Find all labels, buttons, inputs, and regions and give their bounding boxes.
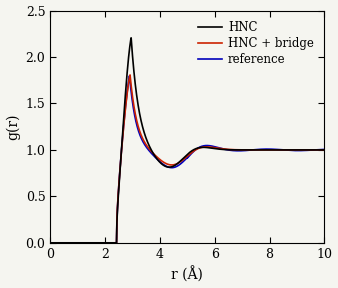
HNC [96, 241, 100, 245]
HNC + bridge [165, 162, 169, 166]
Y-axis label: g(r): g(r) [5, 113, 20, 140]
X-axis label: r (Å): r (Å) [171, 266, 203, 283]
Line: reference: reference [50, 76, 324, 243]
HNC [317, 148, 321, 152]
Line: HNC: HNC [50, 38, 324, 243]
reference [79, 241, 83, 245]
HNC [288, 148, 292, 152]
HNC + bridge [96, 241, 100, 245]
HNC + bridge [153, 154, 158, 157]
HNC [79, 241, 83, 245]
HNC + bridge [48, 241, 52, 245]
HNC [322, 148, 327, 152]
HNC + bridge [79, 241, 83, 245]
Legend: HNC, HNC + bridge, reference: HNC, HNC + bridge, reference [194, 16, 318, 71]
HNC + bridge [128, 73, 132, 77]
HNC + bridge [317, 148, 321, 152]
reference [322, 148, 327, 151]
reference [96, 241, 100, 245]
HNC + bridge [322, 148, 327, 152]
HNC [165, 165, 169, 169]
HNC [153, 155, 158, 159]
reference [165, 165, 169, 168]
HNC + bridge [288, 148, 292, 152]
reference [127, 74, 131, 77]
reference [317, 148, 321, 151]
HNC [48, 241, 52, 245]
reference [288, 149, 292, 152]
reference [153, 156, 158, 159]
reference [48, 241, 52, 245]
Line: HNC + bridge: HNC + bridge [50, 75, 324, 243]
HNC [129, 36, 133, 39]
